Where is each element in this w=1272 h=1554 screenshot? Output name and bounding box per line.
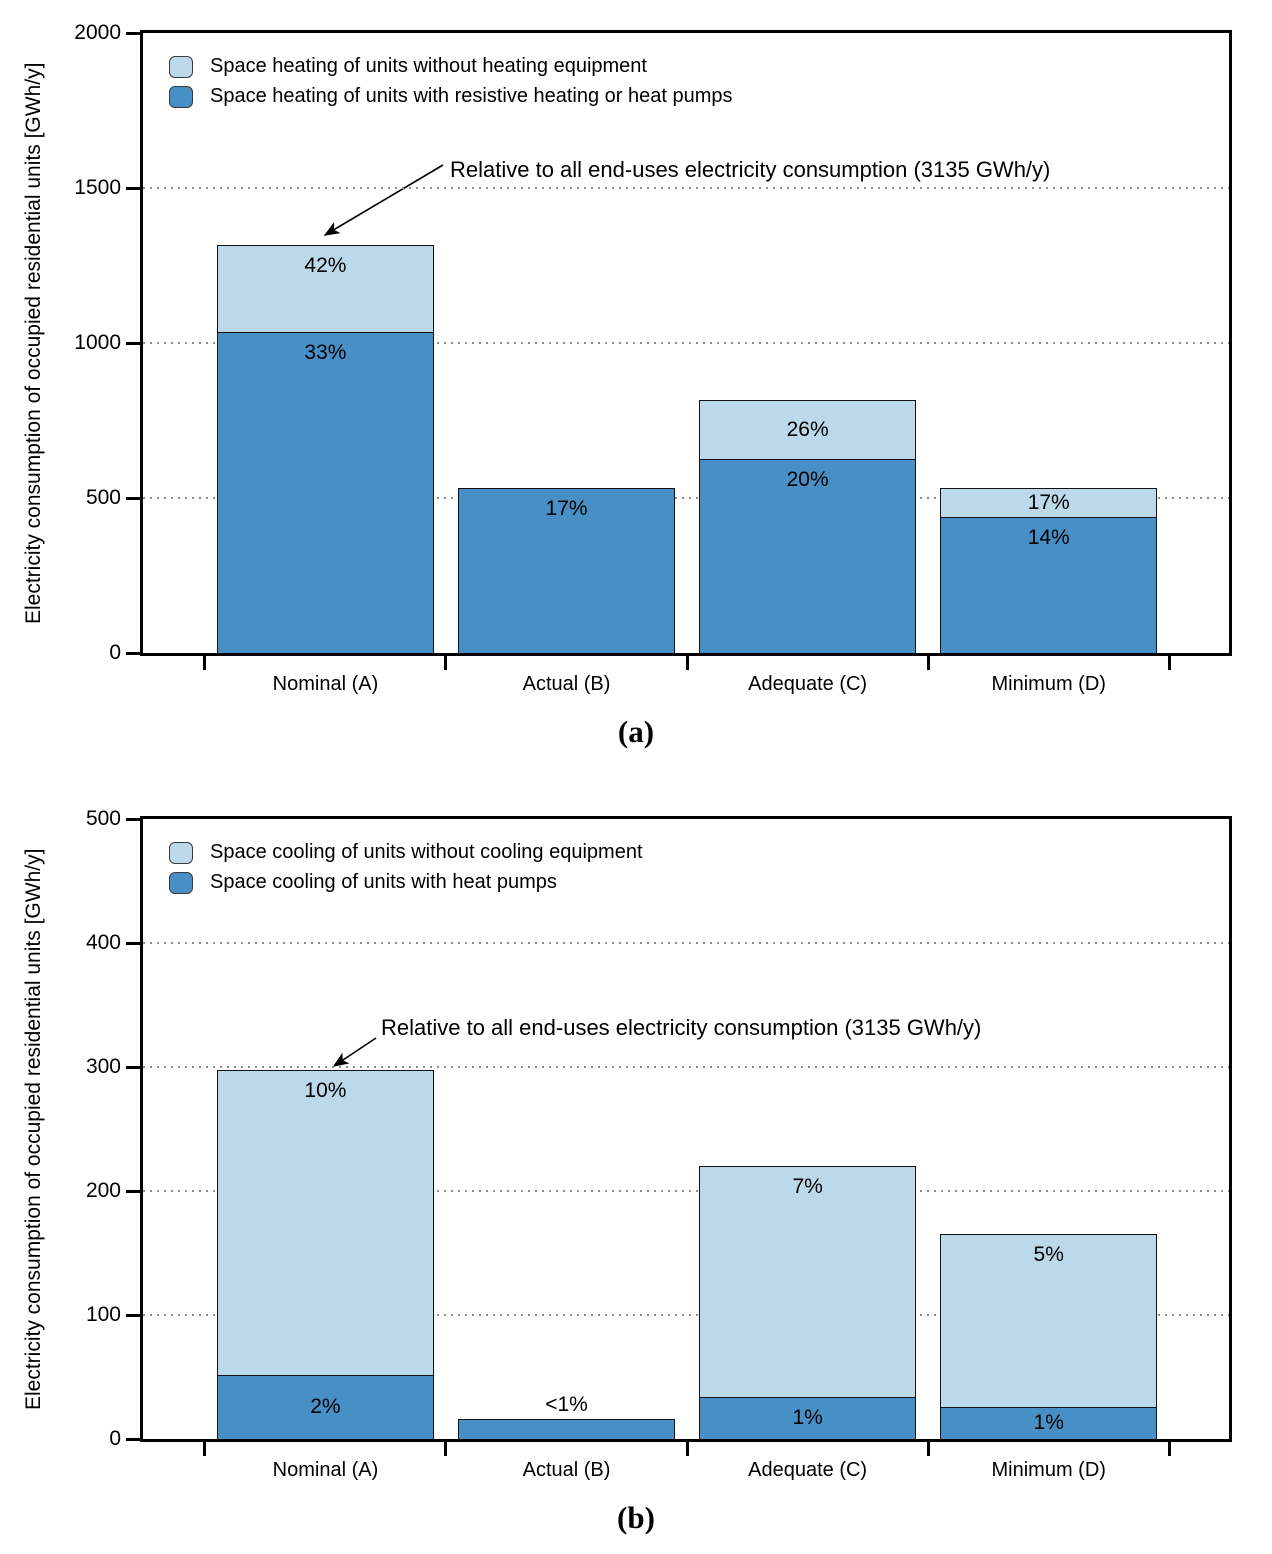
- bar-segment-light: 7%: [699, 1166, 917, 1397]
- legend-item: Space heating of units without heating e…: [169, 55, 733, 78]
- y-axis-tick: [126, 496, 140, 500]
- bar-segment-dark: 33%: [216, 332, 435, 653]
- legend-label: Space heating of units without heating e…: [210, 55, 647, 77]
- gridline: [143, 942, 1229, 944]
- x-axis-tick: [685, 656, 689, 670]
- y-axis-tick: [126, 651, 140, 655]
- bar-segment-light: 26%: [699, 400, 917, 459]
- gridline: [143, 342, 1229, 344]
- y-axis-tick: [126, 1313, 140, 1317]
- gridline: [143, 187, 1229, 189]
- legend-label: Space cooling of units with heat pumps: [210, 871, 557, 893]
- y-tick-label: 2000: [74, 21, 121, 44]
- y-axis-label-b: Electricity consumption of occupied resi…: [22, 848, 45, 1410]
- legend-swatch-dark: [169, 871, 193, 894]
- bar-value-label: 1%: [792, 1406, 823, 1430]
- legend-swatch-dark: [169, 85, 193, 108]
- bar-value-label: 10%: [304, 1078, 347, 1102]
- caption-b: (b): [617, 1500, 655, 1535]
- x-axis-tick: [1167, 656, 1171, 670]
- bar-segment-dark: 2%: [216, 1374, 435, 1439]
- x-category-label: Minimum (D): [991, 673, 1106, 695]
- y-tick-label: 0: [109, 1427, 121, 1450]
- bar-segment-dark: 1%: [940, 1406, 1158, 1439]
- legend: Space cooling of units without cooling e…: [169, 841, 643, 901]
- legend-label: Space heating of units with resistive he…: [210, 85, 733, 107]
- bar-value-label: 26%: [786, 418, 829, 441]
- x-category-label: Actual (B): [522, 673, 611, 695]
- bar-value-label: <1%: [545, 1393, 588, 1417]
- caption-a: (a): [617, 714, 655, 749]
- y-axis-tick: [126, 941, 140, 945]
- y-axis-tick: [126, 1189, 140, 1193]
- y-axis-tick: [126, 341, 140, 345]
- x-axis-tick: [1167, 1442, 1171, 1456]
- y-tick-label: 0: [109, 641, 121, 664]
- bar-value-label: 1%: [1033, 1411, 1064, 1435]
- bar-segment-light: 42%: [216, 244, 435, 333]
- y-tick-label: 200: [85, 1179, 121, 1202]
- y-tick-label: 1500: [74, 176, 121, 199]
- bar-value-label: 17%: [1027, 490, 1070, 514]
- legend-item: Space cooling of units without cooling e…: [169, 841, 643, 864]
- plot-area-b: Relative to all end-uses electricity con…: [86, 807, 1232, 1481]
- x-category-label: Nominal (A): [272, 1459, 379, 1481]
- y-tick-label: 400: [85, 931, 121, 954]
- x-category-label: Nominal (A): [272, 673, 379, 695]
- y-axis-tick: [126, 1065, 140, 1069]
- bar-value-label: 7%: [792, 1175, 823, 1199]
- y-tick-label: 100: [85, 1303, 121, 1326]
- bar-segment-dark: <1%: [457, 1394, 676, 1439]
- x-category-label: Adequate (C): [748, 673, 868, 695]
- plot-area-a: Relative to all end-uses electricity con…: [74, 21, 1232, 695]
- annotation-text-a: Relative to all end-uses electricity con…: [450, 157, 1051, 182]
- bar-value-label: 17%: [545, 496, 588, 520]
- legend: Space heating of units without heating e…: [169, 55, 733, 115]
- bar-value-label: 42%: [304, 253, 347, 277]
- x-axis-tick: [203, 656, 207, 670]
- bar-segment-light: 17%: [940, 487, 1158, 517]
- legend-swatch-light: [169, 55, 193, 78]
- y-tick-label: 500: [85, 807, 121, 830]
- legend-item: Space cooling of units with heat pumps: [169, 871, 643, 894]
- gridline: [143, 497, 1229, 499]
- x-category-label: Actual (B): [522, 1459, 611, 1481]
- legend-item: Space heating of units with resistive he…: [169, 85, 733, 108]
- y-axis-tick: [126, 1437, 140, 1441]
- x-axis-tick: [444, 656, 448, 670]
- annotation-text-b: Relative to all end-uses electricity con…: [381, 1015, 982, 1040]
- gridline: [143, 1066, 1229, 1068]
- bar-value-label: 5%: [1033, 1243, 1064, 1267]
- bar-segment-dark: 17%: [457, 487, 676, 653]
- y-axis-tick: [126, 817, 140, 821]
- y-axis-tick: [126, 186, 140, 190]
- x-axis-tick: [203, 1442, 207, 1456]
- legend-label: Space cooling of units without cooling e…: [210, 841, 643, 863]
- legend-swatch-light: [169, 841, 193, 864]
- y-tick-label: 500: [85, 486, 121, 509]
- x-axis-tick: [926, 656, 930, 670]
- y-tick-label: 1000: [74, 331, 121, 354]
- bar-segment-light: 5%: [940, 1234, 1158, 1407]
- x-axis-tick: [926, 1442, 930, 1456]
- y-tick-label: 300: [85, 1055, 121, 1078]
- gridline: [143, 1314, 1229, 1316]
- bar-value-label: 33%: [304, 341, 347, 365]
- bar-segment-dark: 1%: [699, 1396, 917, 1439]
- bar-segment-light: 10%: [216, 1069, 435, 1375]
- x-category-label: Minimum (D): [991, 1459, 1106, 1481]
- bar-value-label: 2%: [310, 1395, 341, 1419]
- y-axis-tick: [126, 31, 140, 35]
- gridline: [143, 1190, 1229, 1192]
- bar-value-label: 14%: [1027, 525, 1070, 549]
- x-category-label: Adequate (C): [748, 1459, 868, 1481]
- bar-segment-dark: 20%: [699, 458, 917, 653]
- x-axis-tick: [444, 1442, 448, 1456]
- x-axis-tick: [685, 1442, 689, 1456]
- bar-segment-dark: 14%: [940, 516, 1158, 653]
- bar-value-label: 20%: [786, 467, 829, 491]
